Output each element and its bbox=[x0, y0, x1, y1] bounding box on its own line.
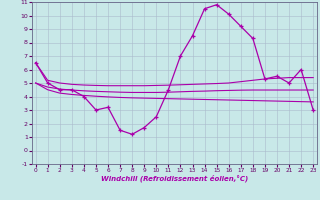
X-axis label: Windchill (Refroidissement éolien,°C): Windchill (Refroidissement éolien,°C) bbox=[101, 175, 248, 182]
